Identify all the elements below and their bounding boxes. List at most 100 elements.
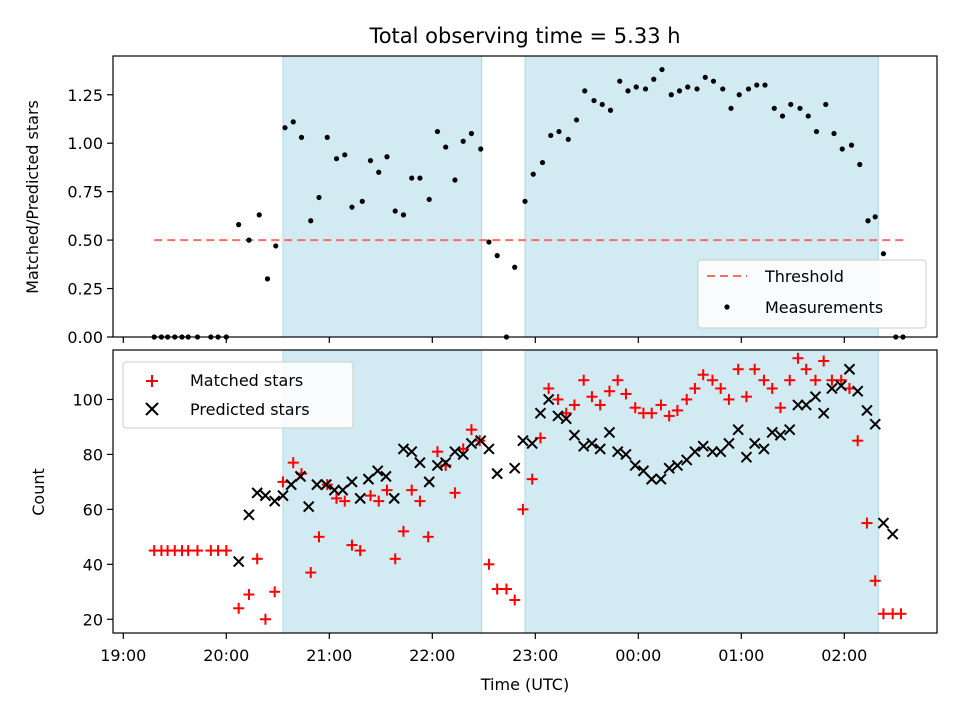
predicted-star-stroke-b [439,456,452,469]
matched-star-point [277,476,289,488]
measurement-point [599,101,605,108]
predicted-star-stroke-b [294,470,307,483]
measurement-point [880,251,887,257]
measurement-point [872,214,878,220]
matched-star-point [269,586,281,598]
predicted-star-point [232,555,245,568]
matched-star-point [629,402,641,414]
predicted-star-point [861,404,873,417]
predicted-star-point [603,426,616,439]
measurement-point [685,84,691,90]
matched-star-point [697,369,709,381]
predicted-star-point [534,407,547,419]
measurement-point [452,177,458,183]
predicted-star-point [483,443,495,455]
measurement-point [349,204,355,210]
measurement-point [539,159,546,166]
predicted-star-stroke-b [328,484,341,496]
predicted-star-point [766,426,778,439]
predicted-star-point [328,484,341,496]
measurement-point [308,218,314,224]
predicted-star-stroke-b [269,495,281,507]
measurement-point [556,128,562,135]
predicted-star-point [843,363,856,375]
bottom-panel: 20 40 60 80 100 19:00 20:00 21:00 22:00 23:00 00:… [29,349,938,694]
matched-star-point [594,399,606,411]
matched-star-point [895,608,907,620]
predicted-stars-layer [232,363,899,568]
predicted-star-stroke-b [320,478,332,491]
predicted-star-point [697,440,709,452]
predicted-star-point [689,445,701,458]
predicted-star-stroke-b [663,462,675,474]
measurement-point [486,239,492,245]
measurement-point [264,276,271,282]
measurement-point [494,253,500,259]
matched-star-point [861,517,873,529]
x-tick-label: 23:00 [512,646,558,665]
y-tick-label: 80 [83,445,103,464]
measurement-point [659,66,665,73]
matched-star-point [373,495,385,507]
predicted-star-stroke-b [405,445,418,458]
matched-star-point [715,382,727,394]
measurement-point [823,101,829,108]
predicted-star-stroke-b [568,429,581,441]
measurement-point [333,156,340,162]
predicted-star-point [620,448,632,461]
matched-star-point [552,393,564,405]
matched-star-point [877,608,889,620]
predicted-star-point [362,473,375,485]
predicted-star-stroke-b [372,465,384,477]
matched-star-point [331,492,343,504]
matched-star-point [313,531,325,543]
predicted-star-point [423,476,435,488]
matched-star-point [671,404,683,416]
predicted-star-stroke-b [354,492,366,505]
matched-star-point [526,473,538,485]
predicted-star-point [826,382,838,395]
predicted-star-stroke-b [784,423,796,436]
matched-star-point [646,407,658,419]
predicted-star-stroke-b [552,410,564,422]
threshold-legend-label: Threshold [764,267,844,286]
measurement-point [651,76,657,82]
y-tick-label: 100 [72,390,103,409]
measurement-point [710,78,717,84]
predicted-star-stroke-b [671,459,684,472]
x-tick-label: 21:00 [306,646,352,665]
predicted-star-stroke-b [232,555,245,568]
predicted-star-point [243,509,255,521]
measurement-point [384,154,390,160]
predicted-star-point [877,517,890,529]
top-legend-box [697,259,927,329]
predicted-star-stroke-b [277,489,289,502]
predicted-star-stroke-b [491,467,503,480]
measurement-point [512,264,518,270]
predicted-star-point [431,459,444,472]
predicted-star-stroke-b [629,459,641,472]
matched-star-point [568,399,580,411]
predicted-star-stroke-b [637,465,650,477]
matched-star-point [603,385,615,397]
predicted-star-point [508,462,521,474]
predicted-star-point [594,443,606,455]
matched-star-point [365,490,376,502]
predicted-star-stroke-b [774,429,787,441]
predicted-star-point [578,440,590,452]
matched-star-point [182,545,194,557]
y-tick-label: 0.75 [67,183,103,202]
predicted-star-stroke-b [431,459,444,472]
predicted-star-point [869,418,881,430]
predicted-star-point [354,492,366,505]
measurement-point [702,74,708,80]
matched-star-point [758,374,770,386]
predicted-star-stroke-b [259,489,272,502]
matched-star-point [414,495,426,507]
predicted-star-point [542,393,555,406]
predicted-star-point [568,429,581,441]
measurement-point [591,97,597,104]
predicted-star-stroke-b [449,445,461,458]
predicted-star-stroke-b [534,407,547,419]
